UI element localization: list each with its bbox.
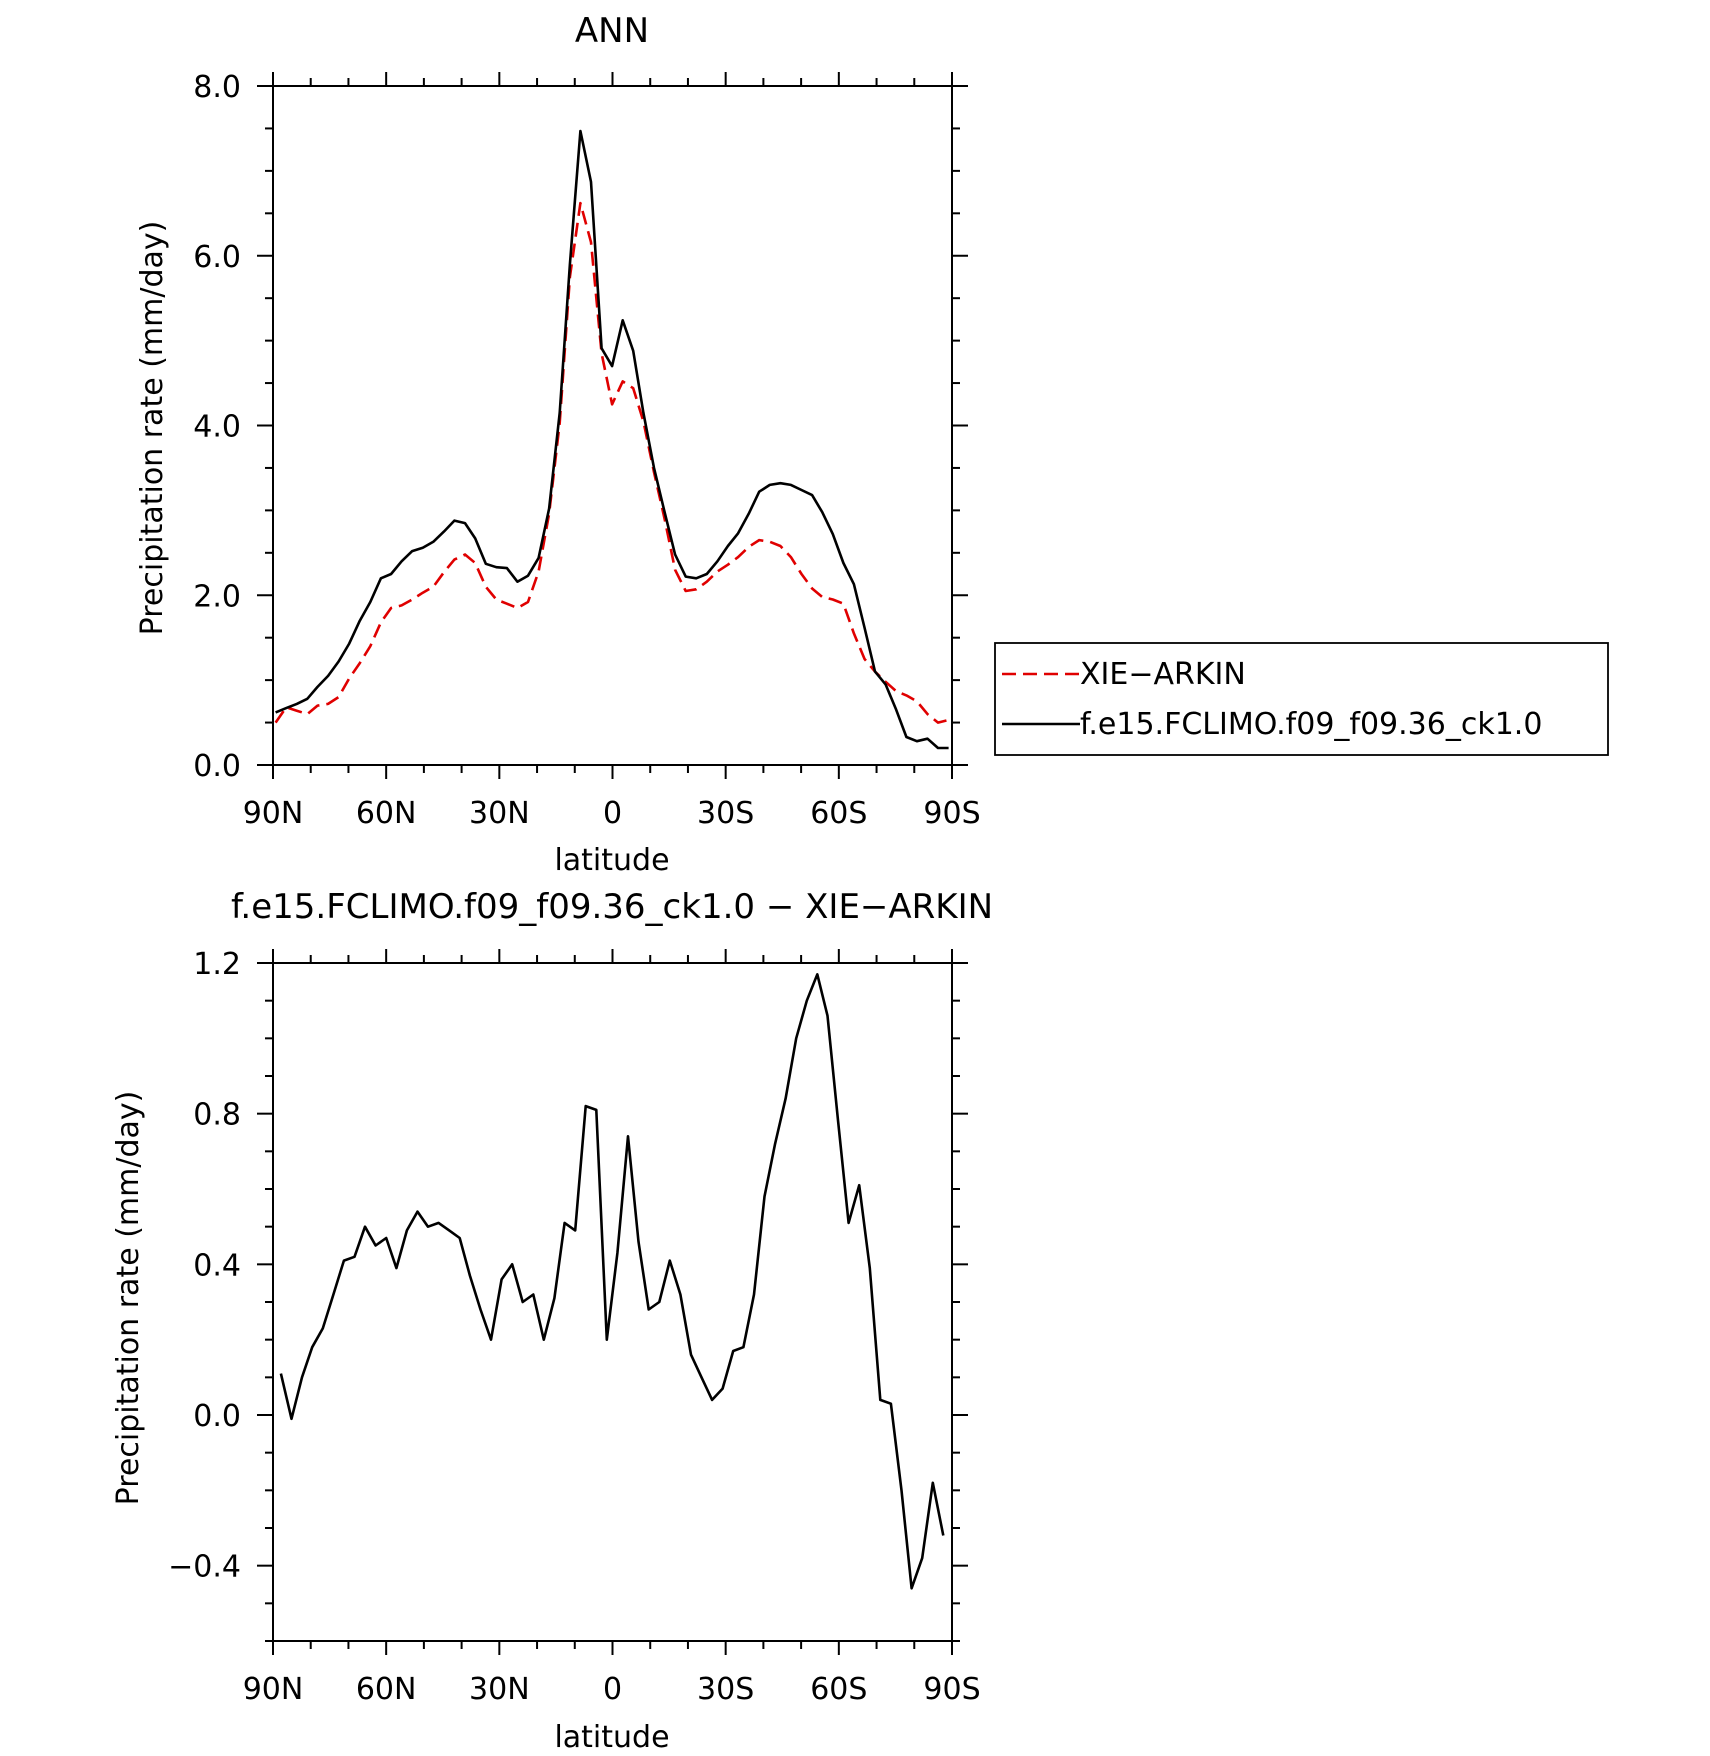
- chart2-plot-area: 90N 60N 30N 0 30S 60S 90S −0.4 0.0 0.4 0.8 1.2: [168, 947, 980, 1707]
- chart1-legend: XIE−ARKIN f.e15.FCLIMO.f09_f09.36_ck1.0: [994, 642, 1609, 756]
- chart2-x-tick-label: 0: [603, 1672, 622, 1707]
- chart1-y-tick-label: 4.0: [193, 410, 241, 445]
- chart2-y-tick-label: −0.4: [168, 1550, 241, 1585]
- chart2-y-tick-label: 0.0: [193, 1399, 241, 1434]
- chart2-x-tick-label: 60S: [810, 1672, 867, 1707]
- chart1-plot-area: 90N 60N 30N 0 30S 60S 90S 0.0 2.0 4.0 6.0 8.0: [193, 70, 980, 831]
- chart2-y-tick-label: 1.2: [193, 947, 241, 982]
- chart1-x-tick-label: 30S: [697, 796, 754, 831]
- legend-label-model: f.e15.FCLIMO.f09_f09.36_ck1.0: [1080, 707, 1542, 742]
- chart2-title: f.e15.FCLIMO.f09_f09.36_ck1.0 − XIE−ARKI…: [231, 887, 993, 927]
- chart1-y-tick-label: 6.0: [193, 240, 241, 275]
- chart1-x-tick-label: 90S: [923, 796, 980, 831]
- chart1-x-tick-label: 60N: [356, 796, 417, 831]
- chart1-y-tick-label: 2.0: [193, 579, 241, 614]
- chart1-series-line-1: [275, 129, 949, 750]
- chart1-title: ANN: [575, 11, 649, 51]
- legend-label-xie-arkin: XIE−ARKIN: [1080, 657, 1246, 692]
- chart1-x-axis-label: latitude: [554, 843, 669, 878]
- chart1-y-tick-label: 8.0: [193, 70, 241, 105]
- chart1-x-tick-label: 30N: [469, 796, 530, 831]
- chart2-y-tick-label: 0.8: [193, 1098, 241, 1133]
- chart2-x-tick-label: 30N: [469, 1672, 530, 1707]
- chart1-frame: [272, 85, 953, 766]
- chart1-x-tick-label: 90N: [243, 796, 304, 831]
- chart2-y-axis-label: Precipitation rate (mm/day): [111, 1091, 146, 1506]
- chart2-x-tick-label: 90N: [243, 1672, 304, 1707]
- chart1-y-axis-label: Precipitation rate (mm/day): [135, 221, 170, 636]
- chart2-x-axis-label: latitude: [554, 1720, 669, 1755]
- chart1-y-tick-label: 0.0: [193, 749, 241, 784]
- chart1-x-tick-label: 60S: [810, 796, 867, 831]
- chart2-x-tick-label: 30S: [697, 1672, 754, 1707]
- chart1-series-line-0: [274, 201, 949, 724]
- chart1-x-tick-label: 0: [603, 796, 622, 831]
- legend-frame: [994, 642, 1609, 756]
- chart2-series-line-0: [279, 972, 945, 1590]
- chart2-x-tick-label: 90S: [923, 1672, 980, 1707]
- chart2-y-tick-label: 0.4: [193, 1248, 241, 1283]
- chart2-x-tick-label: 60N: [356, 1672, 417, 1707]
